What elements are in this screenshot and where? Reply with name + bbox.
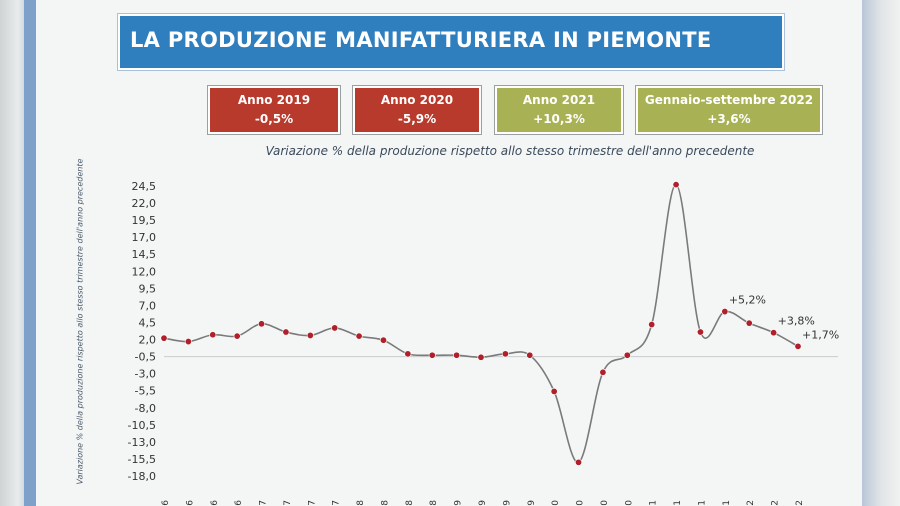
series-line [163,183,799,464]
x-tick-label: I 22 [746,500,756,506]
data-point [258,320,266,328]
y-tick-label: 14,5 [132,248,157,261]
data-point [501,350,509,358]
y-tick-label: -8,0 [135,402,156,415]
y-tick-label: 19,5 [132,214,157,227]
badge-value: -0,5% [254,112,294,126]
data-point [794,342,802,350]
y-tick-label: 12,0 [132,265,157,278]
data-point [160,334,168,342]
y-tick-label: 9,5 [139,282,157,295]
data-point [770,329,778,337]
x-tick-label: II 16 [185,500,195,506]
badge-label: Anno 2019 [237,93,311,107]
data-point [575,458,583,466]
data-point [282,328,290,336]
data-point [379,336,387,344]
x-tick-label: I 16 [161,500,171,506]
badge-2022: Gennaio-settembre 2022 +3,6% [636,86,822,134]
x-tick-label: I 19 [454,500,464,506]
chart-title: Variazione % della produzione rispetto a… [265,144,755,158]
data-point [745,319,753,327]
page-title: LA PRODUZIONE MANIFATTURIERA IN PIEMONTE [130,28,712,52]
x-tick-label: III 17 [307,500,317,506]
data-point [355,332,363,340]
x-tick-label: III 16 [210,500,220,506]
y-tick-label: -18,0 [128,470,156,483]
y-tick-label: -3,0 [135,368,156,381]
data-point [672,181,680,189]
badge-label: Gennaio-settembre 2022 [644,93,814,107]
badge-label: Anno 2021 [522,93,596,107]
data-point [623,351,631,359]
y-tick-label: 7,0 [139,299,157,312]
x-tick-label: III 19 [502,500,512,506]
data-point [404,350,412,358]
data-point [477,353,485,361]
x-tick-label: IV 21 [722,500,732,506]
data-point [184,338,192,346]
x-tick-label: II 21 [673,500,683,506]
y-tick-label: -13,0 [128,436,156,449]
x-tick-label: III 22 [795,500,805,506]
badge-value: -5,9% [397,112,437,126]
y-tick-label: 17,0 [132,231,157,244]
x-tick-label: II 19 [478,500,488,506]
data-point [721,308,729,316]
x-tick-label: II 17 [283,500,293,506]
screen-bezel-right [862,0,900,506]
x-tick-label: I 17 [259,500,269,506]
badge-value: +3,6% [707,112,751,126]
badge-2020: Anno 2020 -5,9% [353,86,481,134]
x-tick-label: IV 18 [429,500,439,506]
y-tick-label: -5,5 [135,385,156,398]
x-tick-label: I 21 [649,500,659,506]
x-tick-label: III 21 [697,500,707,506]
badge-label: Anno 2020 [380,93,454,107]
y-tick-label: -15,5 [128,453,156,466]
data-label: +3,8% [778,315,815,328]
x-tick-label: IV 16 [234,500,244,506]
data-point [209,331,217,339]
data-point [428,351,436,359]
x-tick-label: II 18 [380,500,390,506]
data-point [550,387,558,395]
x-tick-label: II 22 [771,500,781,506]
data-point [526,351,534,359]
slide [32,0,862,506]
badge-value: +10,3% [533,112,585,126]
badge-2019: Anno 2019 -0,5% [208,86,340,134]
data-point [453,351,461,359]
badge-2021: Anno 2021 +10,3% [495,86,623,134]
data-point [648,321,656,329]
data-point [599,368,607,376]
y-tick-label: -0,5 [135,351,156,364]
x-tick-label: IV 17 [332,500,342,506]
data-point [306,331,314,339]
x-tick-label: III 20 [600,500,610,506]
x-tick-label: II 20 [576,500,586,506]
data-point [331,324,339,332]
slide-border [24,0,36,506]
title-banner: LA PRODUZIONE MANIFATTURIERA IN PIEMONTE [118,14,784,70]
x-tick-label: III 18 [405,500,415,506]
y-tick-label: 24,5 [132,180,157,193]
y-tick-label: 4,5 [139,316,157,329]
data-point [233,332,241,340]
x-tick-label: IV 19 [527,500,537,506]
x-tick-label: IV 20 [624,500,634,506]
data-label: +5,2% [729,294,766,307]
data-label: +1,7% [802,328,839,341]
y-tick-label: 22,0 [132,197,157,210]
y-tick-label: -10,5 [128,419,156,432]
y-tick-label: 2,0 [139,334,157,347]
x-tick-label: I 20 [551,500,561,506]
data-point [696,328,704,336]
x-tick-label: I 18 [356,500,366,506]
